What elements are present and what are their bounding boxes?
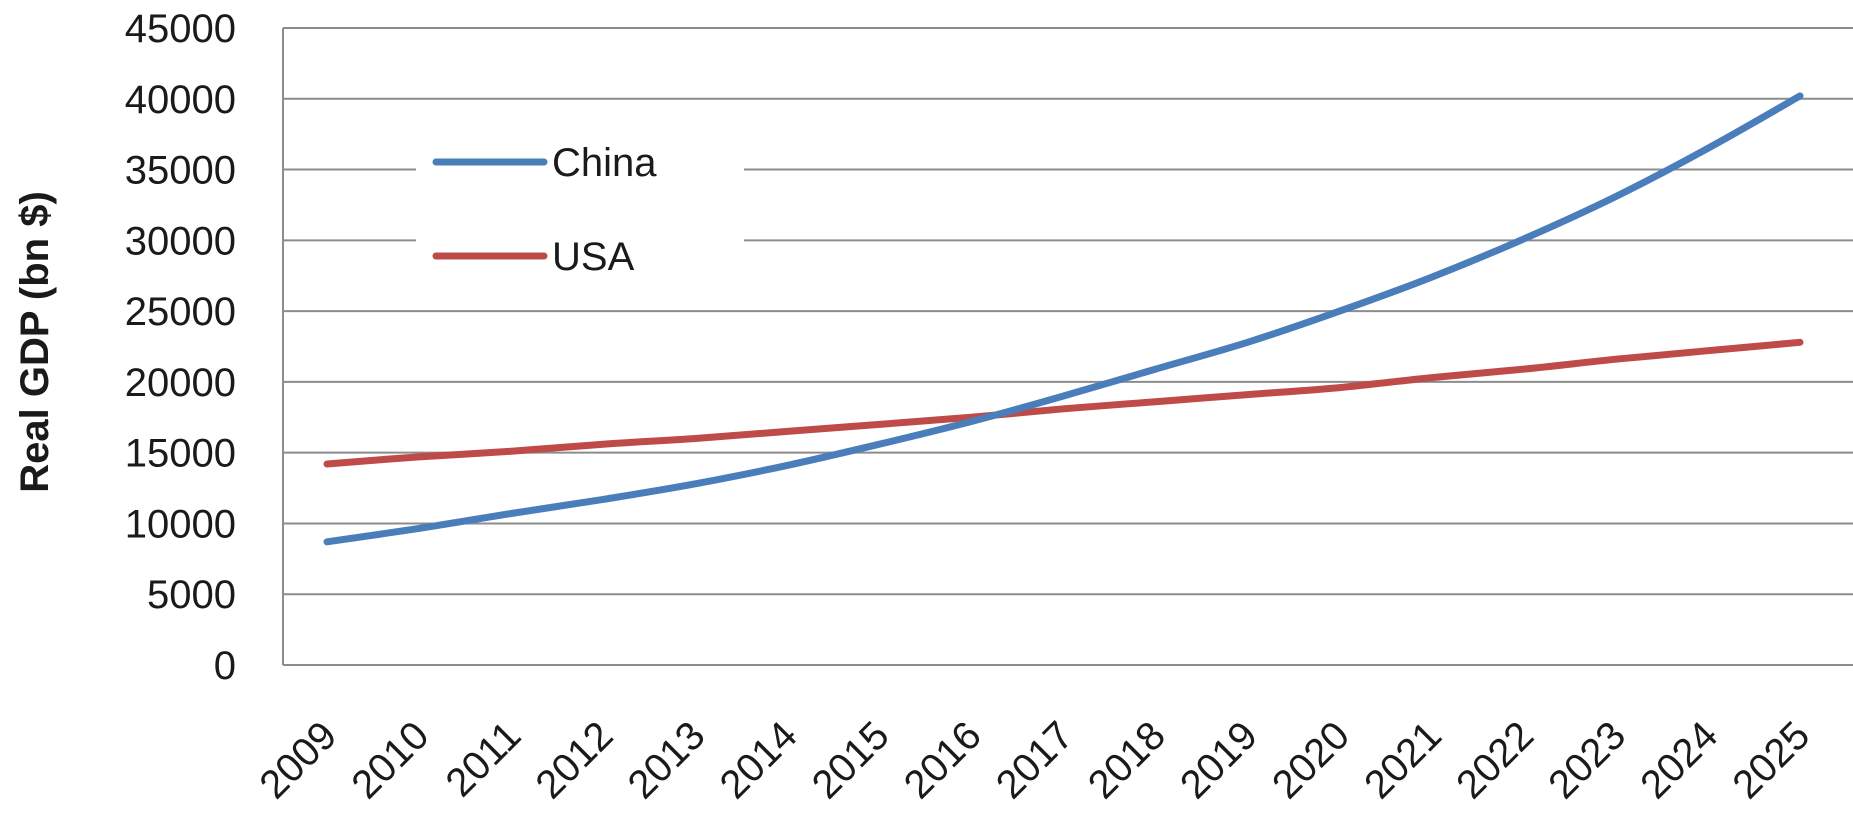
x-tick-label: 2020 <box>1264 713 1358 807</box>
x-tick-label: 2010 <box>343 713 437 807</box>
x-tick-label: 2009 <box>251 713 345 807</box>
x-tick-label: 2015 <box>804 713 898 807</box>
x-tick-label: 2012 <box>528 713 622 807</box>
legend-label-usa: USA <box>552 235 635 279</box>
x-tick-label: 2022 <box>1448 713 1542 807</box>
y-tick-label: 45000 <box>125 7 236 51</box>
legend: China USA <box>416 128 744 290</box>
y-axis-tick-labels: 0 5000 10000 15000 20000 25000 30000 35000 40000… <box>125 7 236 688</box>
y-tick-label: 15000 <box>125 432 236 476</box>
y-tick-label: 10000 <box>125 502 236 546</box>
axes <box>282 28 1853 666</box>
y-tick-label: 35000 <box>125 149 236 193</box>
y-tick-label: 0 <box>214 644 236 688</box>
x-tick-label: 2013 <box>620 713 714 807</box>
y-tick-label: 30000 <box>125 219 236 263</box>
x-tick-label: 2024 <box>1632 713 1726 807</box>
x-tick-label: 2019 <box>1172 713 1266 807</box>
series-line-china <box>323 92 1804 546</box>
x-tick-label: 2016 <box>896 713 990 807</box>
x-tick-label: 2011 <box>438 713 530 805</box>
x-tick-label: 2017 <box>988 713 1082 807</box>
x-tick-label: 2021 <box>1356 713 1450 807</box>
series-lines <box>323 92 1804 546</box>
y-tick-label: 25000 <box>125 290 236 334</box>
y-tick-label: 20000 <box>125 361 236 405</box>
x-tick-label: 2018 <box>1080 713 1174 807</box>
x-tick-label: 2025 <box>1724 713 1818 807</box>
y-tick-label: 40000 <box>125 78 236 122</box>
legend-label-china: China <box>552 141 657 185</box>
x-tick-label: 2023 <box>1540 713 1634 807</box>
series-line-usa <box>323 338 1804 468</box>
y-axis-title: Real GDP (bn $) <box>13 191 57 493</box>
y-tick-label: 5000 <box>147 573 236 617</box>
x-tick-label: 2014 <box>712 713 806 807</box>
